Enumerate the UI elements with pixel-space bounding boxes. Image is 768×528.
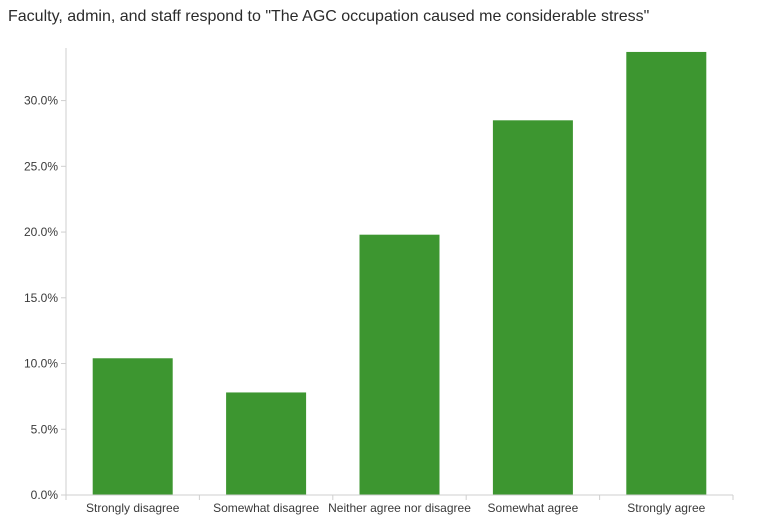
- x-tick-label: Somewhat agree: [488, 501, 579, 515]
- bar: [226, 392, 307, 495]
- bar: [626, 51, 707, 495]
- y-tick-label: 25.0%: [24, 159, 58, 173]
- x-tick-label: Strongly agree: [627, 501, 705, 515]
- y-tick-label: 10.0%: [24, 357, 58, 371]
- y-tick-label: 0.0%: [31, 488, 59, 502]
- chart-title: Faculty, admin, and staff respond to "Th…: [8, 8, 650, 25]
- y-tick-label: 15.0%: [24, 291, 58, 305]
- x-tick-label: Strongly disagree: [86, 501, 180, 515]
- y-tick-label: 20.0%: [24, 225, 58, 239]
- y-axis-ticks: 0.0% 5.0% 10.0% 15.0% 20.0% 25.0% 30.0%: [24, 94, 66, 502]
- axes: [65, 48, 733, 496]
- x-axis-ticks: Strongly disagree Somewhat disagree Neithe…: [65, 495, 734, 515]
- bar: [492, 120, 573, 495]
- bar: [92, 358, 173, 495]
- y-tick-label: 5.0%: [31, 422, 59, 436]
- x-tick-label: Neither agree nor disagree: [328, 501, 471, 515]
- bar: [359, 234, 440, 495]
- x-tick-label: Somewhat disagree: [213, 501, 319, 515]
- y-tick-label: 30.0%: [24, 94, 58, 108]
- bars: [92, 51, 707, 495]
